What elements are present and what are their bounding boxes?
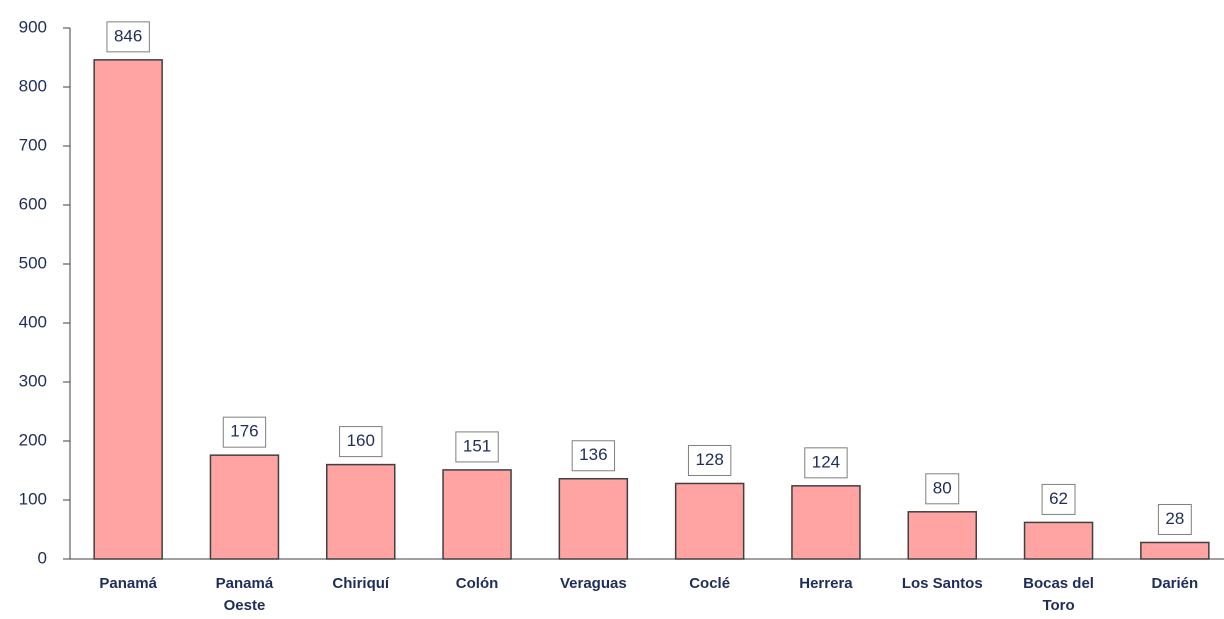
value-label-box (804, 447, 848, 479)
x-tick-label: Veraguas (560, 575, 627, 592)
value-label-box (455, 431, 499, 463)
value-label-box (925, 473, 960, 505)
y-tick-label: 300 (19, 371, 47, 390)
bar (326, 463, 396, 560)
bar (93, 59, 163, 560)
value-label: 151 (463, 436, 491, 455)
value-label: 80 (933, 478, 952, 497)
y-tick-label: 500 (19, 253, 47, 272)
y-tick-label: 400 (19, 312, 47, 331)
y-tick-label: 900 (19, 17, 47, 36)
x-tick-label: Darién (1152, 575, 1199, 592)
bar (1140, 541, 1210, 560)
value-label-box (222, 416, 267, 448)
value-label-box (687, 444, 732, 476)
x-tick-label: Chiriquí (332, 575, 389, 592)
value-label: 846 (114, 26, 142, 45)
bar (791, 485, 861, 560)
bar (907, 511, 977, 560)
x-tick-label: Coclé (689, 575, 730, 592)
y-tick-label: 800 (19, 76, 47, 95)
bar (209, 454, 280, 560)
value-label: 28 (1165, 509, 1184, 528)
y-tick-label: 700 (19, 135, 47, 154)
value-label-box (339, 426, 383, 458)
y-tick-label: 0 (38, 548, 47, 567)
value-label-box (1157, 503, 1192, 535)
value-label: 176 (230, 422, 258, 441)
bar (558, 478, 629, 560)
x-tick-label: Bocas del Toro (1023, 575, 1094, 614)
value-label: 124 (812, 452, 840, 471)
bar (674, 482, 745, 560)
value-label-box (106, 21, 150, 53)
y-tick-label: 100 (19, 489, 47, 508)
y-tick-label: 600 (19, 194, 47, 213)
bar (442, 469, 512, 560)
value-label: 136 (579, 445, 607, 464)
value-label-box (1041, 483, 1076, 515)
x-tick-label: Colón (456, 575, 499, 592)
y-tick-label: 200 (19, 430, 47, 449)
x-tick-label: Herrera (799, 575, 853, 592)
value-label: 160 (347, 431, 375, 450)
value-label-box (571, 440, 616, 472)
x-tick-label: Panamá (99, 575, 157, 592)
x-tick-label: Los Santos (902, 575, 983, 592)
bar (1023, 521, 1094, 560)
value-label: 62 (1049, 489, 1068, 508)
value-label: 128 (695, 450, 723, 469)
x-tick-label: Panamá Oeste (216, 575, 274, 614)
